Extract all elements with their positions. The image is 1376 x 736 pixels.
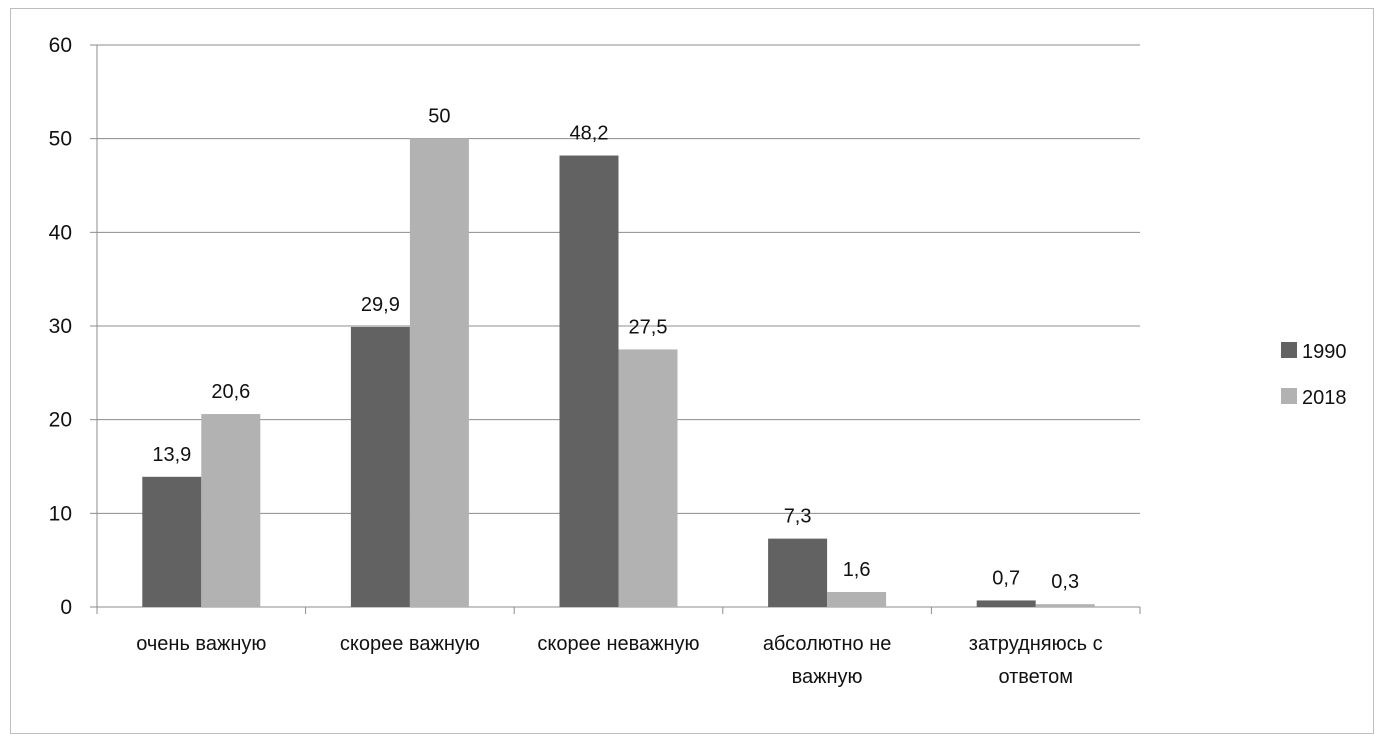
bar-2018 (409, 138, 469, 607)
bar-1990 (350, 326, 410, 607)
y-tick-label: 30 (49, 315, 72, 338)
data-label: 0,7 (992, 567, 1020, 589)
y-tick-label: 60 (49, 34, 72, 57)
legend-label: 1990 (1302, 341, 1347, 363)
legend-label: 2018 (1302, 387, 1347, 409)
data-label: 20,6 (211, 381, 250, 403)
legend-swatch-1990 (1281, 342, 1297, 358)
bar-1990 (768, 538, 828, 607)
data-label: 27,5 (629, 316, 668, 338)
x-category-label: ответом (998, 666, 1073, 688)
data-label: 50 (428, 106, 450, 128)
bar-1990 (976, 600, 1036, 607)
x-category-label: абсолютно не (763, 633, 892, 655)
y-tick-label: 10 (49, 502, 72, 525)
data-label: 7,3 (784, 506, 812, 528)
data-label: 48,2 (570, 123, 609, 145)
legend-swatch-2018 (1281, 388, 1297, 404)
bar-2018 (201, 414, 261, 607)
x-category-label: скорее важную (340, 633, 480, 655)
data-label: 0,3 (1051, 571, 1079, 593)
bar-2018 (618, 349, 678, 607)
x-category-label: скорее неважную (537, 633, 699, 655)
data-label: 13,9 (152, 444, 191, 466)
y-tick-label: 0 (60, 596, 72, 619)
bar-1990 (142, 476, 202, 607)
data-label: 1,6 (843, 559, 871, 581)
bar-2018 (1035, 604, 1095, 607)
x-category-label: очень важную (136, 633, 266, 655)
x-category-label: затрудняюсь с (969, 633, 1103, 655)
chart-frame (10, 8, 1374, 734)
y-tick-label: 50 (49, 128, 72, 151)
y-tick-label: 20 (49, 409, 72, 432)
bar-2018 (827, 592, 887, 607)
bar-1990 (559, 155, 619, 607)
y-tick-label: 40 (49, 221, 72, 244)
data-label: 29,9 (361, 294, 400, 316)
x-category-label: важную (792, 666, 863, 688)
